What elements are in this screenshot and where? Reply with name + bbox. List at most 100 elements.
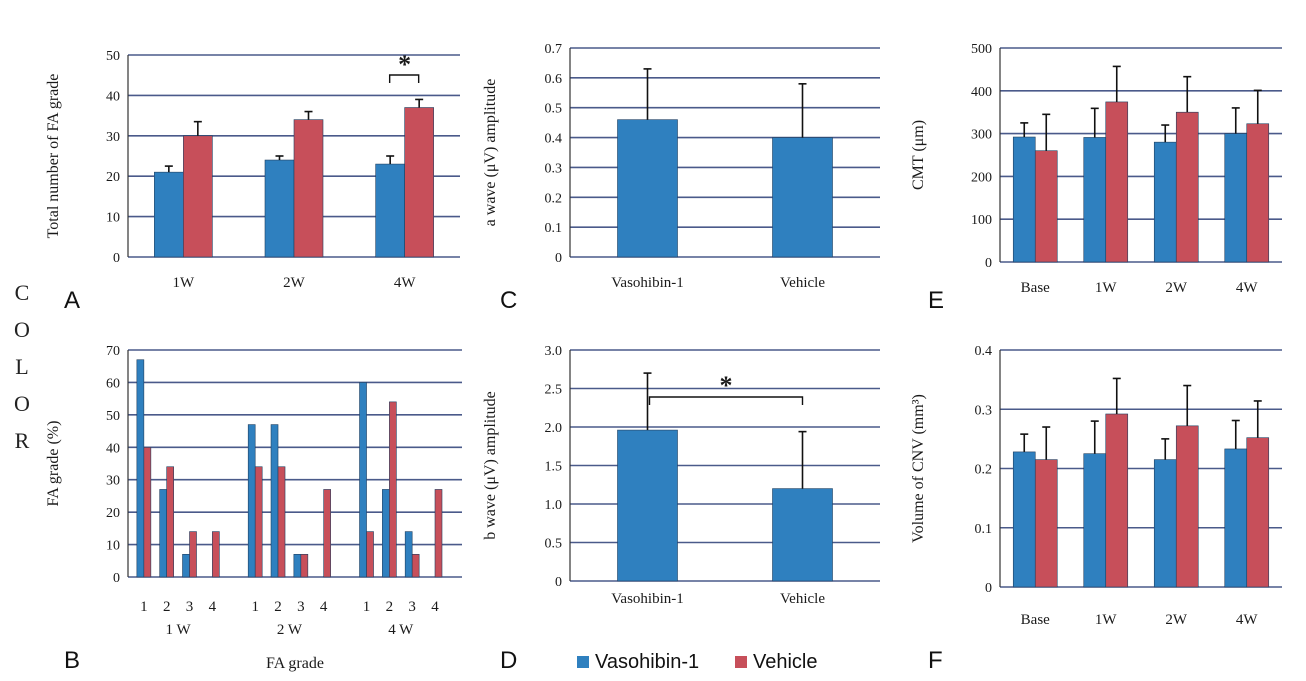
bar [212, 531, 220, 578]
bar [375, 163, 405, 258]
side-label-letter: R [15, 428, 30, 453]
legend-swatch-vehicle [735, 656, 747, 668]
y-tick-label: 50 [106, 49, 120, 64]
bar [1034, 150, 1058, 263]
x-axis-label: FA grade [266, 655, 324, 672]
bar [1153, 459, 1177, 588]
y-tick-label: 20 [106, 170, 120, 185]
y-axis-label: a wave (μV) amplitude [482, 79, 499, 227]
x-subcategory-label: 1 [140, 599, 148, 615]
x-subcategory-label: 4 [320, 599, 328, 615]
y-tick-label: 70 [106, 344, 120, 359]
x-category-label: 4W [394, 275, 417, 291]
x-category-label: Vasohibin-1 [611, 275, 684, 291]
panel-letter: A [64, 287, 80, 314]
bar [247, 424, 256, 578]
x-category-label: Vasohibin-1 [611, 591, 684, 607]
bar [300, 553, 309, 578]
bar [293, 119, 324, 258]
bar [366, 531, 374, 578]
side-label-letter: O [14, 317, 30, 342]
bar [1224, 133, 1248, 263]
legend-label-vasohibin: Vasohibin-1 [595, 651, 699, 673]
y-tick-label: 0.6 [545, 72, 563, 87]
y-tick-label: 0 [113, 571, 120, 586]
panel-letter: E [928, 287, 944, 314]
y-tick-label: 60 [106, 376, 120, 391]
panel-letter: C [500, 287, 517, 314]
y-axis-label: FA grade (%) [45, 421, 62, 507]
bar [1083, 137, 1107, 263]
bar [159, 489, 167, 578]
bar [1175, 425, 1199, 588]
bar [1105, 101, 1129, 263]
y-tick-label: 2.5 [545, 383, 563, 398]
y-tick-label: 0 [113, 251, 120, 266]
bar [1175, 111, 1199, 263]
panel-f-chart: 0 0.1 0.2 0.3 0.4 Volume of CNV (mm³) F Base 1W 2… [910, 344, 1282, 674]
bar [1034, 459, 1058, 588]
panel-d-chart: 0 0.5 1.0 1.5 2.0 2.5 3.0 b wave (μV) amplitude… [482, 344, 880, 674]
y-tick-label: 1.0 [545, 498, 563, 513]
y-tick-label: 500 [971, 42, 992, 57]
y-tick-label: 0.3 [975, 403, 993, 418]
y-tick-label: 40 [106, 89, 120, 104]
bar [434, 489, 443, 578]
x-category-label: 1W [1095, 612, 1118, 628]
y-tick-label: 30 [106, 474, 120, 489]
x-subcategory-label: 1 [363, 599, 371, 615]
y-tick-label: 10 [106, 539, 120, 554]
x-subcategory-label: 2 [386, 599, 394, 615]
bar [293, 553, 302, 578]
y-tick-label: 50 [106, 409, 120, 424]
bar [182, 553, 190, 578]
y-tick-label: 0.1 [545, 221, 563, 236]
panel-letter: B [64, 647, 80, 674]
x-category-label: Base [1021, 280, 1051, 296]
x-subcategory-label: 4 [209, 599, 217, 615]
y-tick-label: 300 [971, 128, 992, 143]
bar [1246, 437, 1270, 588]
bar [404, 531, 413, 578]
bar [270, 424, 279, 578]
x-subcategory-label: 3 [186, 599, 194, 615]
y-axis-label: CMT (μm) [910, 120, 927, 190]
bar [189, 531, 197, 578]
y-tick-label: 0 [985, 256, 992, 271]
bar [154, 171, 184, 258]
significance-bracket [648, 396, 804, 405]
bar [617, 119, 678, 258]
y-tick-label: 1.5 [545, 460, 563, 475]
panel-a-chart: 0 10 20 30 40 50 Total number of FA grade A 1W 2W… [45, 49, 460, 314]
x-subcategory-label: 3 [297, 599, 305, 615]
y-tick-label: 2.0 [545, 421, 563, 436]
legend-swatch-vasohibin [577, 656, 589, 668]
bar [617, 429, 678, 582]
panel-c-chart: 0 0.1 0.2 0.3 0.4 0.5 0.6 0.7 a wave (μV) amplit… [482, 42, 880, 314]
y-tick-label: 400 [971, 85, 992, 100]
x-category-label: Vehicle [780, 275, 825, 291]
legend: Vasohibin-1 Vehicle [577, 651, 818, 673]
y-tick-label: 0.3 [545, 161, 563, 176]
y-tick-label: 30 [106, 130, 120, 145]
x-subcategory-label: 2 [163, 599, 171, 615]
bar [1012, 136, 1036, 263]
y-axis-label: b wave (μV) amplitude [482, 391, 499, 540]
side-label-letter: C [15, 280, 30, 305]
bar [772, 488, 833, 582]
x-group-label: 1 W [166, 622, 192, 638]
bar [264, 159, 295, 258]
x-category-label: 1W [1095, 280, 1118, 296]
bar [772, 137, 833, 258]
x-category-label: 2W [1165, 280, 1188, 296]
bar [277, 466, 286, 578]
y-axis-label: Total number of FA grade [45, 74, 62, 239]
bar [1105, 413, 1129, 588]
y-tick-label: 100 [971, 213, 992, 228]
y-tick-label: 0.1 [975, 522, 993, 537]
y-tick-label: 0.4 [545, 132, 563, 147]
bar [183, 135, 213, 258]
side-label-letter: L [15, 354, 28, 379]
y-tick-label: 0.4 [975, 344, 993, 359]
